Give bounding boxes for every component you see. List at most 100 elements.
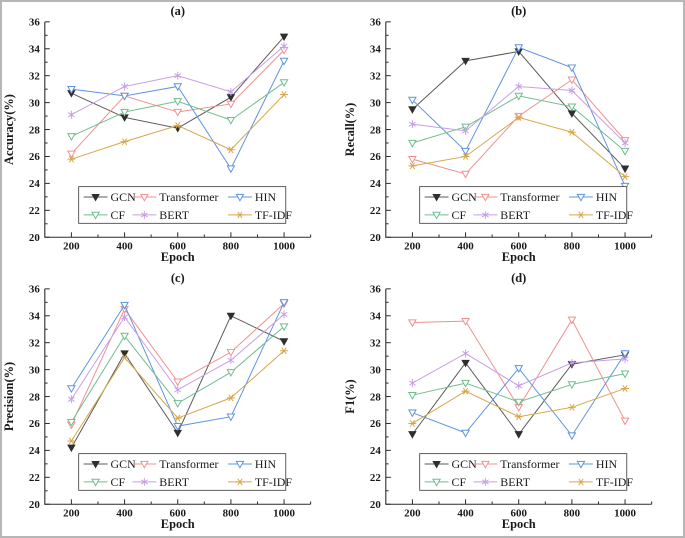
x-tick-label: 600 (510, 508, 527, 520)
y-axis-title: Precision(%) (2, 362, 16, 431)
x-tick-label: 600 (510, 241, 527, 253)
x-axis-title: Epoch (501, 517, 535, 531)
series-markers-HIN (66, 57, 289, 174)
y-tick-label: 36 (369, 17, 380, 29)
y-tick-label: 22 (369, 205, 380, 217)
y-tick-label: 26 (369, 151, 380, 163)
series-line-GCN (411, 50, 625, 169)
y-tick-label: 22 (29, 205, 40, 217)
y-tick-label: 34 (29, 44, 40, 56)
y-tick-label: 34 (29, 311, 40, 323)
y-axis-title: F1(%) (343, 379, 357, 413)
x-tick-label: 1000 (614, 241, 636, 253)
y-tick-label: 34 (369, 311, 380, 323)
panel-title: (c) (171, 271, 185, 285)
axes: 20 22 24 26 28 30 32 34 36 200 400 600 800 1000 (369, 17, 652, 253)
panel-a-chart: 20 22 24 26 28 30 32 34 36 200 400 600 800 1000 (a) Epo… (2, 4, 312, 264)
y-tick-label: 26 (29, 418, 40, 430)
legend-label-GCN: GCN (111, 190, 137, 204)
x-tick-label: 200 (404, 508, 421, 520)
series-markers-BERT (67, 310, 288, 404)
panel-title: (a) (170, 4, 184, 18)
y-tick-label: 24 (369, 445, 380, 457)
axes: 20 22 24 26 28 30 32 34 36 200 400 600 800 1000 (29, 284, 312, 520)
legend: GCN Transformer HIN CF BERT TF-IDF (418, 186, 633, 224)
series-markers-CF (407, 92, 629, 156)
y-tick-label: 28 (29, 124, 40, 136)
series-markers-HIN (66, 299, 289, 431)
axes: 20 22 24 26 28 30 32 34 36 200 400 600 800 1000 (369, 284, 652, 520)
y-tick-label: 20 (29, 232, 40, 244)
legend-label-Transformer: Transformer (500, 190, 559, 204)
y-tick-label: 20 (369, 499, 380, 511)
legend-label-CF: CF (451, 475, 466, 489)
x-tick-label: 200 (63, 241, 80, 253)
y-tick-label: 32 (29, 337, 40, 349)
y-tick-label: 24 (29, 178, 40, 190)
y-tick-label: 26 (369, 418, 380, 430)
y-tick-label: 36 (29, 284, 40, 296)
y-tick-label: 24 (369, 178, 380, 190)
legend-label-CF: CF (451, 208, 466, 222)
x-tick-label: 200 (63, 508, 80, 520)
x-tick-label: 1000 (614, 508, 636, 520)
legend-label-BERT: BERT (500, 475, 530, 489)
x-tick-label: 400 (116, 241, 133, 253)
legend-label-TF-IDF: TF-IDF (255, 475, 292, 489)
series-markers-TF-IDF (407, 113, 629, 181)
series-markers-BERT (408, 349, 629, 390)
x-tick-label: 600 (170, 241, 187, 253)
x-axis-title: Epoch (501, 250, 535, 264)
legend-label-CF: CF (111, 475, 126, 489)
legend-label-TF-IDF: TF-IDF (255, 208, 292, 222)
x-tick-label: 800 (223, 241, 240, 253)
panel-c: 20 22 24 26 28 30 32 34 36 200 400 600 800 1000 (c) Epo… (2, 269, 343, 536)
axes: 20 22 24 26 28 30 32 34 36 200 400 600 800 1000 (29, 17, 312, 253)
x-axis-title: Epoch (161, 250, 195, 264)
legend-label-BERT: BERT (159, 208, 189, 222)
y-tick-label: 36 (369, 284, 380, 296)
series-markers-CF (66, 79, 289, 141)
y-tick-label: 24 (29, 445, 40, 457)
y-tick-label: 34 (369, 44, 380, 56)
panel-d-chart: 20 22 24 26 28 30 32 34 36 200 400 600 800 1000 (d) Epo… (343, 271, 652, 531)
series-markers-BERT (67, 42, 288, 119)
x-tick-label: 1000 (273, 508, 295, 520)
legend-label-GCN: GCN (451, 457, 477, 471)
series-markers-CF (66, 323, 289, 427)
legend-label-Transformer: Transformer (159, 190, 218, 204)
panel-c-chart: 20 22 24 26 28 30 32 34 36 200 400 600 800 1000 (c) Epo… (2, 271, 312, 531)
y-tick-label: 20 (29, 499, 40, 511)
series-markers-TF-IDF (67, 347, 289, 445)
series-markers-GCN (67, 33, 289, 133)
legend: GCN Transformer HIN CF BERT TF-IDF (78, 186, 292, 224)
legend-label-Transformer: Transformer (159, 457, 218, 471)
y-tick-label: 26 (29, 151, 40, 163)
panel-d: 20 22 24 26 28 30 32 34 36 200 400 600 800 1000 (d) Epo… (343, 269, 684, 536)
y-tick-label: 28 (369, 124, 380, 136)
x-axis-title: Epoch (161, 517, 195, 531)
legend-label-BERT: BERT (500, 208, 530, 222)
series-markers-CF (407, 370, 629, 407)
panel-b-chart: 20 22 24 26 28 30 32 34 36 200 400 600 800 1000 (b) Epo… (343, 4, 652, 264)
y-axis-title: Recall(%) (343, 103, 357, 157)
legend-label-TF-IDF: TF-IDF (595, 208, 632, 222)
legend-label-TF-IDF: TF-IDF (595, 475, 632, 489)
y-tick-label: 32 (29, 70, 40, 82)
y-tick-label: 30 (369, 364, 380, 376)
x-tick-label: 1000 (273, 241, 295, 253)
legend-label-HIN: HIN (255, 457, 277, 471)
y-tick-label: 30 (369, 97, 380, 109)
y-tick-label: 30 (29, 97, 40, 109)
y-tick-label: 32 (369, 70, 380, 82)
y-tick-label: 32 (369, 337, 380, 349)
y-tick-label: 28 (29, 391, 40, 403)
y-tick-label: 22 (29, 472, 40, 484)
legend-label-HIN: HIN (255, 190, 277, 204)
panel-a: 20 22 24 26 28 30 32 34 36 200 400 600 800 1000 (a) Epo… (2, 2, 343, 269)
legend-label-HIN: HIN (595, 457, 617, 471)
y-tick-label: 30 (29, 364, 40, 376)
legend-label-BERT: BERT (159, 475, 189, 489)
y-axis-title: Accuracy(%) (2, 94, 16, 165)
